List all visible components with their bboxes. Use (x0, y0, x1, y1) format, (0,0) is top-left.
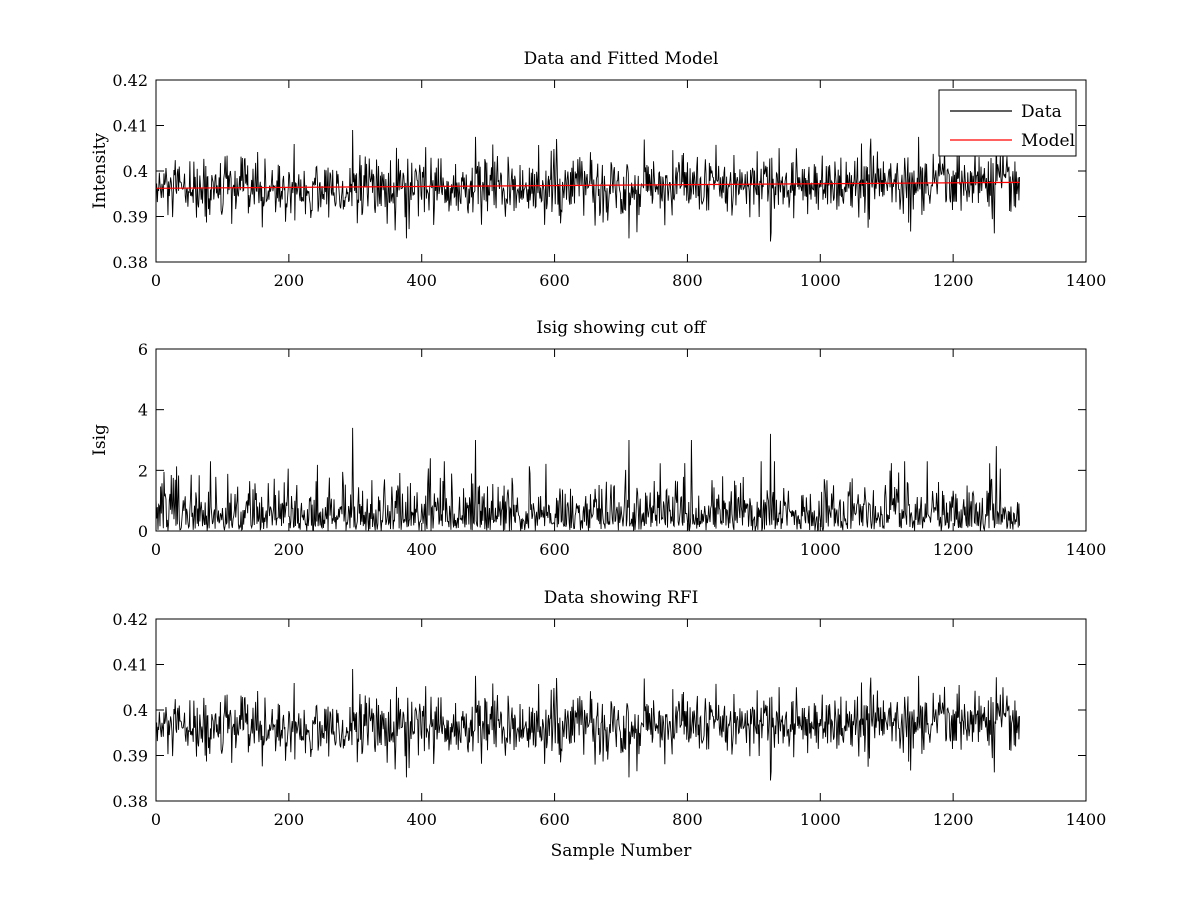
x-tick-label: 400 (406, 810, 437, 829)
x-tick-label: 0 (151, 271, 161, 290)
x-tick-label: 1400 (1066, 271, 1107, 290)
y-tick-label: 0 (138, 522, 148, 541)
plot-title: Isig showing cut off (536, 318, 707, 338)
x-axis-label: Sample Number (551, 841, 693, 861)
x-tick-label: 600 (539, 810, 570, 829)
y-tick-label: 0.38 (112, 792, 148, 811)
y-tick-label: 0.39 (112, 747, 148, 766)
y-tick-label: 0.42 (112, 610, 148, 629)
y-tick-label: 0.42 (112, 71, 148, 90)
x-tick-label: 400 (406, 540, 437, 559)
series-line-model (156, 181, 1020, 189)
x-tick-label: 1000 (800, 810, 841, 829)
axes-frame (155, 618, 1087, 802)
x-tick-label: 1400 (1066, 540, 1107, 559)
plot-title: Data and Fitted Model (524, 49, 719, 69)
plot-title: Data showing RFI (544, 588, 699, 608)
y-axis-label: Intensity (90, 133, 110, 209)
x-tick-label: 1400 (1066, 810, 1107, 829)
series-line-data (156, 130, 1021, 242)
legend-box (938, 89, 1077, 157)
x-tick-label: 1200 (933, 810, 974, 829)
y-tick-label: 6 (138, 340, 148, 359)
y-tick-label: 0.38 (112, 253, 148, 272)
series-line-signal (156, 427, 1021, 531)
x-tick-label: 1000 (800, 540, 841, 559)
y-tick-label: 0.39 (112, 208, 148, 227)
x-tick-label: 200 (274, 271, 305, 290)
series-line-signal (156, 669, 1021, 781)
plot-panel-2: 0 200 400 600 800 1000 1200 1400 0 2 4 6 Isig showin… (90, 318, 1106, 559)
x-tick-label: 800 (672, 540, 703, 559)
x-tick-label: 600 (539, 271, 570, 290)
x-tick-label: 600 (539, 540, 570, 559)
axes-frame (155, 348, 1087, 532)
x-tick-label: 800 (672, 810, 703, 829)
legend-label-data: Data (1021, 102, 1062, 122)
x-tick-label: 1200 (933, 540, 974, 559)
y-axis-label: Isig (90, 424, 110, 456)
y-tick-label: 0.4 (123, 701, 148, 720)
plot-panel-3: 0 200 400 600 800 1000 1200 1400 0.38 0.39 0.4 0.41… (112, 588, 1106, 861)
y-tick-label: 0.41 (112, 656, 148, 675)
y-tick-label: 4 (138, 401, 148, 420)
x-tick-label: 1000 (800, 271, 841, 290)
x-tick-label: 200 (274, 540, 305, 559)
y-tick-label: 0.4 (123, 162, 148, 181)
x-tick-label: 0 (151, 810, 161, 829)
y-tick-label: 0.41 (112, 117, 148, 136)
plot-panel-1: 0 200 400 600 800 1000 1200 1400 0.38 0.39 0.4 0.41… (90, 49, 1106, 290)
legend: Data Model (938, 89, 1077, 157)
x-tick-label: 200 (274, 810, 305, 829)
x-tick-label: 1200 (933, 271, 974, 290)
x-tick-label: 0 (151, 540, 161, 559)
y-tick-label: 2 (138, 461, 148, 480)
x-tick-label: 400 (406, 271, 437, 290)
x-tick-label: 800 (672, 271, 703, 290)
legend-label-model: Model (1021, 131, 1075, 151)
